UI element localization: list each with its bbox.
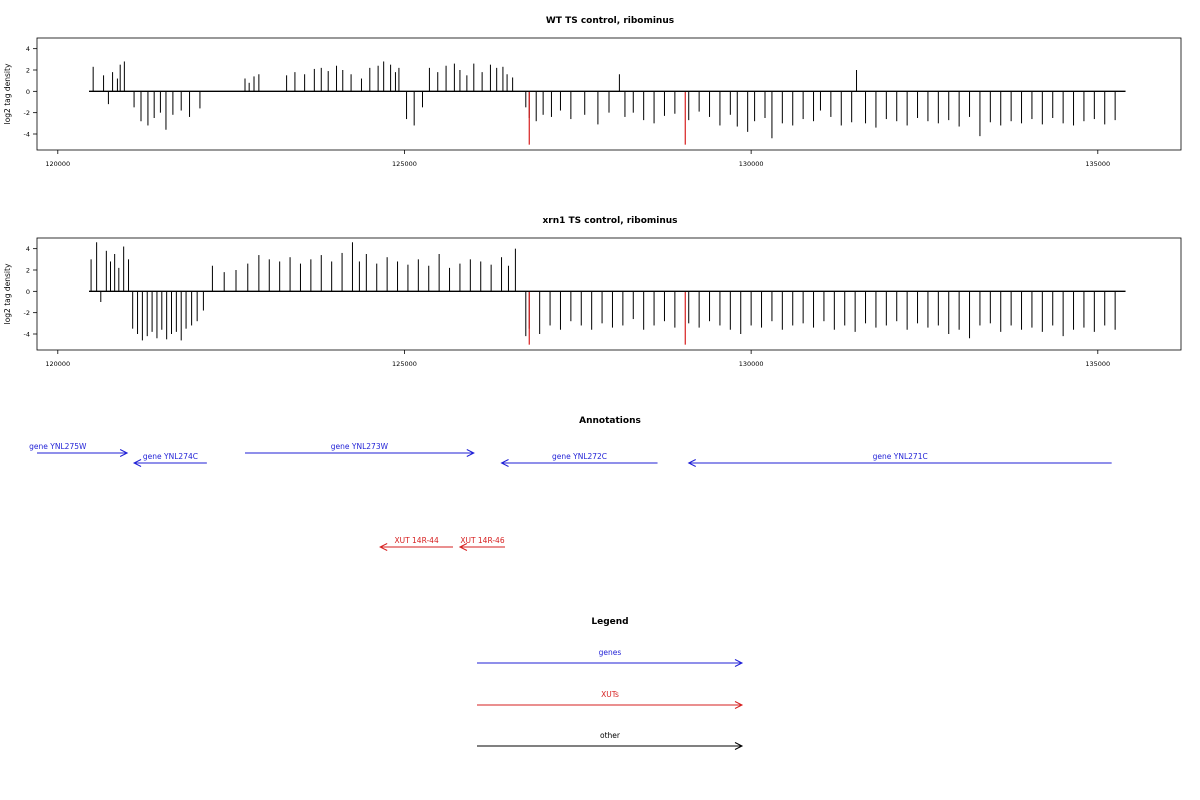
gene-arrow: gene YNL271C xyxy=(687,452,1112,467)
xut-arrow-arrowhead xyxy=(379,543,388,551)
annotations-title: Annotations xyxy=(579,416,641,426)
legend: Legend genes XUTs other xyxy=(477,617,744,750)
legend-label: genes xyxy=(599,648,622,657)
gene-label: gene YNL271C xyxy=(873,452,928,461)
annotation-features: gene YNL275W gene YNL274C gene YNL273W gene… xyxy=(29,442,1112,551)
legend-item: XUTs xyxy=(477,690,744,709)
legend-item: genes xyxy=(477,648,744,667)
gene-label: gene YNL272C xyxy=(552,452,607,461)
gene-arrow-arrowhead xyxy=(132,459,142,467)
xrn1-y-ticks: -4 -2 0 2 4 xyxy=(24,245,37,339)
xrn1-bars xyxy=(90,242,1116,345)
wt-x-tick-label: 135000 xyxy=(1085,160,1110,168)
gene-arrow-arrowhead xyxy=(466,449,475,457)
xrn1-x-tick-label: 135000 xyxy=(1085,360,1110,368)
xrn1-x-ticks: 120000 125000 130000 135000 xyxy=(45,350,1110,368)
xrn1-panel: xrn1 TS control, ribominus log2 tag dens… xyxy=(3,216,1182,368)
wt-plot-frame xyxy=(36,37,1182,151)
xut-label: XUT 14R-44 xyxy=(394,536,439,545)
xrn1-y-tick-label: 0 xyxy=(26,288,30,296)
wt-y-ticks: -4 -2 0 2 4 xyxy=(24,45,37,139)
xut-arrow: XUT 14R-44 xyxy=(379,536,453,551)
wt-y-axis-label: log2 tag density xyxy=(3,63,12,124)
wt-x-tick-label: 130000 xyxy=(739,160,764,168)
wt-y-tick-label: -4 xyxy=(24,131,30,139)
xrn1-x-tick-label: 130000 xyxy=(739,360,764,368)
gene-arrow: gene YNL272C xyxy=(500,452,658,467)
wt-y-tick-label: 0 xyxy=(26,88,30,96)
gene-arrow-arrowhead xyxy=(500,459,509,467)
wt-panel-title: WT TS control, ribominus xyxy=(546,16,674,26)
legend-label: XUTs xyxy=(601,690,619,699)
wt-y-tick-label: -2 xyxy=(24,109,30,117)
legend-arrowhead xyxy=(734,742,744,750)
gene-label: gene YNL275W xyxy=(29,442,87,451)
xrn1-y-tick-label: 4 xyxy=(26,245,30,253)
xut-label: XUT 14R-46 xyxy=(460,536,505,545)
xrn1-plot-frame xyxy=(36,237,1182,351)
xrn1-y-tick-label: -2 xyxy=(24,309,30,317)
wt-x-ticks: 120000 125000 130000 135000 xyxy=(45,150,1110,168)
wt-x-tick-label: 125000 xyxy=(392,160,417,168)
legend-items: genes XUTs other xyxy=(477,648,744,750)
xrn1-y-tick-label: 2 xyxy=(26,267,30,275)
gene-label: gene YNL273W xyxy=(331,442,389,451)
gene-arrow: gene YNL274C xyxy=(132,452,207,467)
xrn1-x-tick-label: 120000 xyxy=(45,360,70,368)
legend-title: Legend xyxy=(591,617,628,627)
legend-arrowhead xyxy=(734,659,744,667)
xut-arrow-arrowhead xyxy=(458,543,468,551)
xrn1-y-axis-label: log2 tag density xyxy=(3,263,12,324)
xut-arrow: XUT 14R-46 xyxy=(458,536,505,551)
legend-item: other xyxy=(477,731,744,750)
gene-arrow-arrowhead xyxy=(687,459,696,467)
gene-arrow: gene YNL275W xyxy=(29,442,129,457)
gene-arrow: gene YNL273W xyxy=(245,442,475,457)
xrn1-y-tick-label: -4 xyxy=(24,331,30,339)
legend-arrowhead xyxy=(734,701,744,709)
xrn1-x-tick-label: 125000 xyxy=(392,360,417,368)
wt-y-tick-label: 2 xyxy=(26,67,30,75)
xrn1-panel-title: xrn1 TS control, ribominus xyxy=(542,216,677,226)
gene-arrow-arrowhead xyxy=(119,449,129,457)
wt-panel: WT TS control, ribominus log2 tag densit… xyxy=(3,16,1182,168)
wt-y-tick-label: 4 xyxy=(26,45,30,53)
legend-label: other xyxy=(600,731,621,740)
wt-x-tick-label: 120000 xyxy=(45,160,70,168)
wt-bars xyxy=(92,61,1116,145)
gene-label: gene YNL274C xyxy=(143,452,198,461)
